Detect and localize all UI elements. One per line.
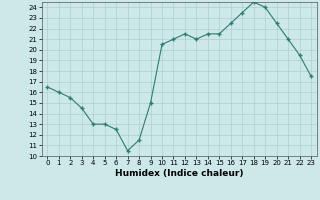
X-axis label: Humidex (Indice chaleur): Humidex (Indice chaleur) — [115, 169, 244, 178]
